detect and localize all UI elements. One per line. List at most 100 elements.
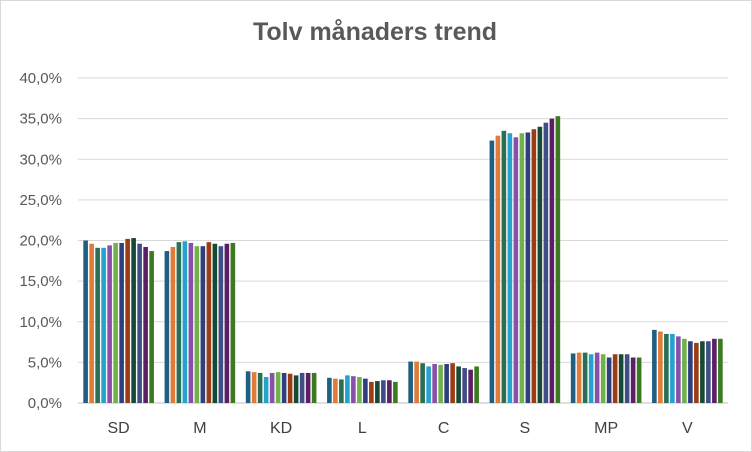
bar-s-2 [495,135,501,403]
bar-v-7 [688,341,693,403]
bar-mp-1 [570,353,576,403]
bar-l-1 [327,377,332,403]
bar-c-10 [462,368,467,403]
bar-kd-5 [269,372,275,403]
bar-v-5 [676,336,681,403]
bar-l-4 [345,375,350,403]
bar-mp-10 [624,354,630,403]
bar-mp-9 [618,354,624,403]
bar-sd-9 [131,238,136,403]
bar-s-8 [531,129,537,403]
bar-sd-4 [101,247,106,403]
bar-sd-1 [83,240,88,403]
bar-m-12 [230,242,236,403]
bar-v-6 [682,338,687,403]
bar-v-10 [706,341,711,403]
bar-l-10 [381,380,386,403]
y-tick-label: 30,0% [19,151,62,168]
bar-v-3 [664,333,669,403]
bar-m-5 [188,242,194,403]
bar-l-12 [393,381,398,403]
bar-m-2 [170,247,176,403]
bar-s-6 [519,133,525,403]
bar-sd-6 [113,242,118,403]
bar-sd-5 [107,245,112,403]
bar-s-7 [525,132,531,403]
bar-kd-3 [257,372,263,403]
bar-l-5 [351,376,356,403]
bar-m-6 [194,246,200,403]
bar-sd-3 [95,247,100,403]
bar-kd-6 [275,372,281,403]
x-category-label: MP [594,420,618,437]
bar-mp-8 [612,354,618,403]
y-tick-label: 15,0% [19,273,62,290]
bar-kd-8 [287,373,293,403]
x-category-label: V [682,420,693,437]
bar-s-11 [549,118,555,403]
bar-kd-4 [263,377,269,403]
bar-sd-7 [119,242,124,403]
bar-m-1 [164,251,170,403]
bar-c-9 [456,366,461,403]
bar-s-3 [501,130,507,403]
bar-s-10 [543,122,549,403]
bar-mp-12 [636,357,642,403]
bar-kd-9 [293,375,299,403]
bar-c-3 [420,363,425,403]
bar-l-3 [339,379,344,403]
y-tick-label: 5,0% [28,354,62,371]
bar-v-4 [670,333,675,403]
x-category-label: S [520,420,531,437]
bar-sd-11 [143,247,148,403]
bar-c-7 [444,364,449,403]
bar-v-11 [712,338,717,403]
x-category-label: SD [108,420,130,437]
bar-v-1 [652,329,657,403]
bar-m-4 [182,241,188,403]
bar-s-1 [489,140,495,403]
bar-l-11 [387,380,392,403]
bar-sd-12 [149,251,154,403]
bar-l-2 [333,378,338,403]
y-tick-label: 35,0% [19,111,62,128]
bar-l-9 [375,381,380,403]
bar-kd-11 [305,372,311,403]
bar-c-8 [450,363,455,403]
bar-c-6 [438,364,443,403]
bar-mp-4 [588,354,594,403]
bar-mp-3 [582,352,588,403]
bar-m-11 [224,243,230,403]
bar-mp-5 [594,352,600,403]
chart-title: Tolv månaders trend [252,18,498,46]
bar-c-11 [468,369,473,403]
bar-sd-10 [137,243,142,403]
bar-l-8 [369,381,374,403]
y-tick-label: 20,0% [19,233,62,250]
bar-kd-10 [299,372,305,403]
bar-s-9 [537,126,543,403]
bar-mp-7 [606,357,612,403]
bar-c-5 [432,364,437,403]
x-category-label: KD [270,420,292,437]
x-category-label: L [358,420,367,437]
bar-l-6 [357,377,362,403]
bar-c-1 [408,361,413,403]
y-tick-label: 10,0% [19,314,62,331]
x-category-label: M [193,420,206,437]
bar-v-8 [694,342,699,403]
bar-kd-1 [245,371,251,403]
y-tick-label: 25,0% [19,192,62,209]
bar-sd-8 [125,238,130,403]
bar-c-2 [414,361,419,403]
bar-mp-6 [600,354,606,403]
bar-kd-2 [251,372,257,403]
y-tick-label: 40,0% [19,70,62,87]
bar-l-7 [363,378,368,403]
bar-c-12 [474,366,479,403]
x-category-label: C [438,420,450,437]
bar-v-9 [700,341,705,403]
bar-m-3 [176,242,182,403]
bar-c-4 [426,366,431,403]
bar-mp-2 [576,352,582,403]
